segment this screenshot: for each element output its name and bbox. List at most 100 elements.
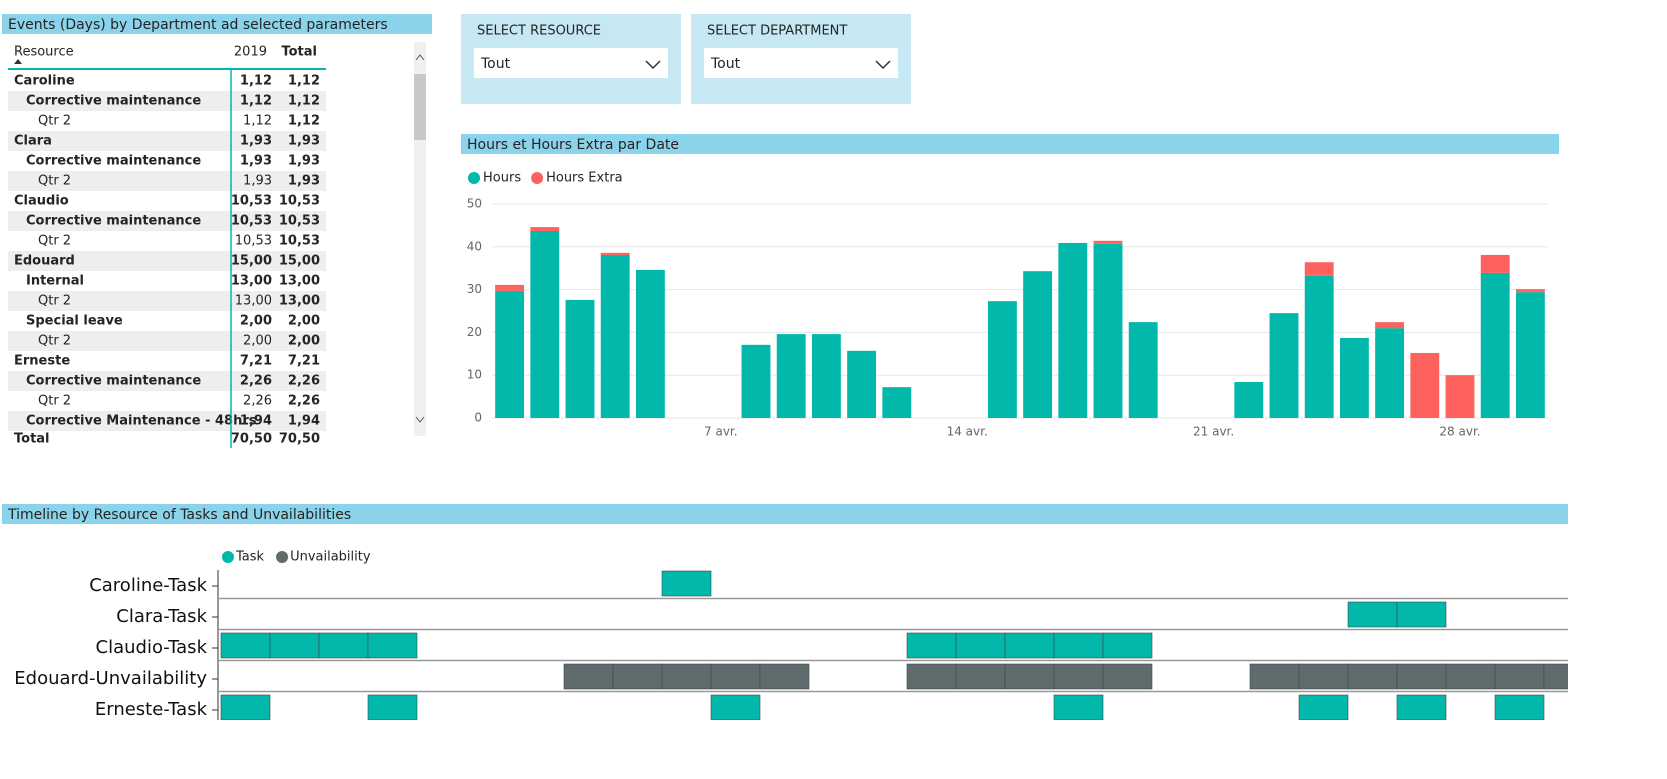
row-label: Internal — [26, 274, 84, 289]
timeline-block — [1396, 663, 1447, 690]
legend-marker — [222, 551, 234, 563]
y-tick-label: 0 — [474, 411, 482, 425]
bar — [1128, 322, 1158, 418]
timeline-block — [1004, 632, 1055, 659]
cell: 1,12 — [288, 114, 320, 129]
chevron[interactable] — [645, 60, 661, 70]
chevron[interactable] — [875, 60, 891, 70]
bar — [1480, 254, 1510, 273]
scroll-down[interactable] — [415, 416, 425, 423]
bar — [1093, 240, 1123, 244]
cell: 2,26 — [240, 374, 272, 389]
timeline-block — [612, 663, 663, 690]
bar — [1234, 382, 1264, 418]
chart-title: Hours et Hours Extra par Date — [467, 137, 679, 153]
cell: 1,93 — [288, 154, 320, 169]
row-label: Caroline — [14, 74, 75, 89]
cell: 2,26 — [288, 374, 320, 389]
bar — [987, 301, 1017, 418]
timeline-block — [955, 632, 1006, 659]
row-band — [8, 371, 326, 391]
timeline-block — [1347, 601, 1398, 628]
bar — [635, 269, 665, 418]
row-label: Qtr 2 — [38, 234, 71, 249]
legend-label: Hours — [483, 171, 521, 186]
cell: 70,50 — [279, 432, 320, 447]
cell: 1,12 — [288, 74, 320, 89]
timeline-block — [220, 694, 271, 720]
scrollbar[interactable] — [414, 42, 426, 436]
sort-icon — [14, 59, 22, 64]
row-band — [8, 291, 326, 311]
bar — [776, 334, 806, 418]
dropdown[interactable] — [704, 48, 898, 78]
row-label: Clara — [14, 134, 52, 149]
timeline-block — [367, 694, 418, 720]
cell: 13,00 — [279, 294, 320, 309]
timeline-block — [1396, 694, 1447, 720]
dropdown-value[interactable]: Tout — [710, 56, 741, 72]
timeline-title: Timeline by Resource of Tasks and Unvail… — [7, 507, 351, 523]
cell: 13,00 — [231, 274, 272, 289]
timeline-block — [269, 632, 320, 659]
timeline-block — [710, 694, 761, 720]
cell: 2,00 — [240, 314, 272, 329]
cell: 7,21 — [240, 354, 272, 369]
y-tick-label: 20 — [467, 325, 482, 339]
cell: 15,00 — [279, 254, 320, 269]
row-label: Claudio-Task — [96, 637, 208, 658]
row-label: Qtr 2 — [38, 174, 71, 189]
cell: 13,00 — [279, 274, 320, 289]
legend-marker — [276, 551, 289, 563]
cell: 10,53 — [231, 194, 272, 209]
cell: 10,53 — [279, 214, 320, 229]
dropdown-value[interactable]: Tout — [480, 56, 511, 72]
bar — [1445, 375, 1475, 418]
timeline-block — [906, 632, 957, 659]
column-header: Total — [281, 45, 317, 60]
row-label: Qtr 2 — [38, 334, 71, 349]
legend-marker — [531, 172, 544, 184]
timeline-block — [1494, 694, 1545, 720]
cell: 13,00 — [235, 294, 272, 309]
timeline-block — [1053, 632, 1104, 659]
row-label: Clara-Task — [116, 606, 207, 627]
scroll-thumb[interactable] — [414, 74, 426, 140]
cell: 1,12 — [243, 114, 272, 129]
bar — [1515, 292, 1545, 418]
row-label: Qtr 2 — [38, 294, 71, 309]
row-band — [8, 331, 326, 351]
scroll-up[interactable] — [415, 54, 425, 61]
cell: 1,93 — [288, 174, 320, 189]
y-tick-label: 30 — [467, 282, 482, 296]
timeline-block — [661, 663, 712, 690]
timeline-block — [318, 632, 369, 659]
cell: 7,21 — [288, 354, 320, 369]
bar — [1269, 313, 1299, 418]
timeline-block — [563, 663, 614, 690]
row-band — [8, 211, 326, 231]
bar — [1058, 242, 1088, 418]
timeline-block — [710, 663, 761, 690]
bar — [1023, 271, 1053, 418]
cell: 1,93 — [288, 134, 320, 149]
x-tick-label: 7 avr. — [704, 425, 738, 439]
y-tick-label: 10 — [467, 368, 482, 382]
timeline-block — [1543, 663, 1568, 690]
panel-header — [2, 504, 1568, 524]
bar — [530, 230, 560, 418]
cell: 10,53 — [235, 234, 272, 249]
timeline-block — [1053, 663, 1104, 690]
dropdown[interactable] — [474, 48, 668, 78]
timeline-block — [1249, 663, 1300, 690]
timeline-block — [1347, 663, 1398, 690]
bar — [495, 284, 525, 291]
bar — [530, 227, 560, 231]
timeline-block — [1102, 663, 1153, 690]
timeline-block — [759, 663, 810, 690]
cell: 2,00 — [288, 314, 320, 329]
bar — [1339, 337, 1369, 418]
timeline-block — [661, 570, 712, 597]
panel-header — [2, 14, 432, 34]
